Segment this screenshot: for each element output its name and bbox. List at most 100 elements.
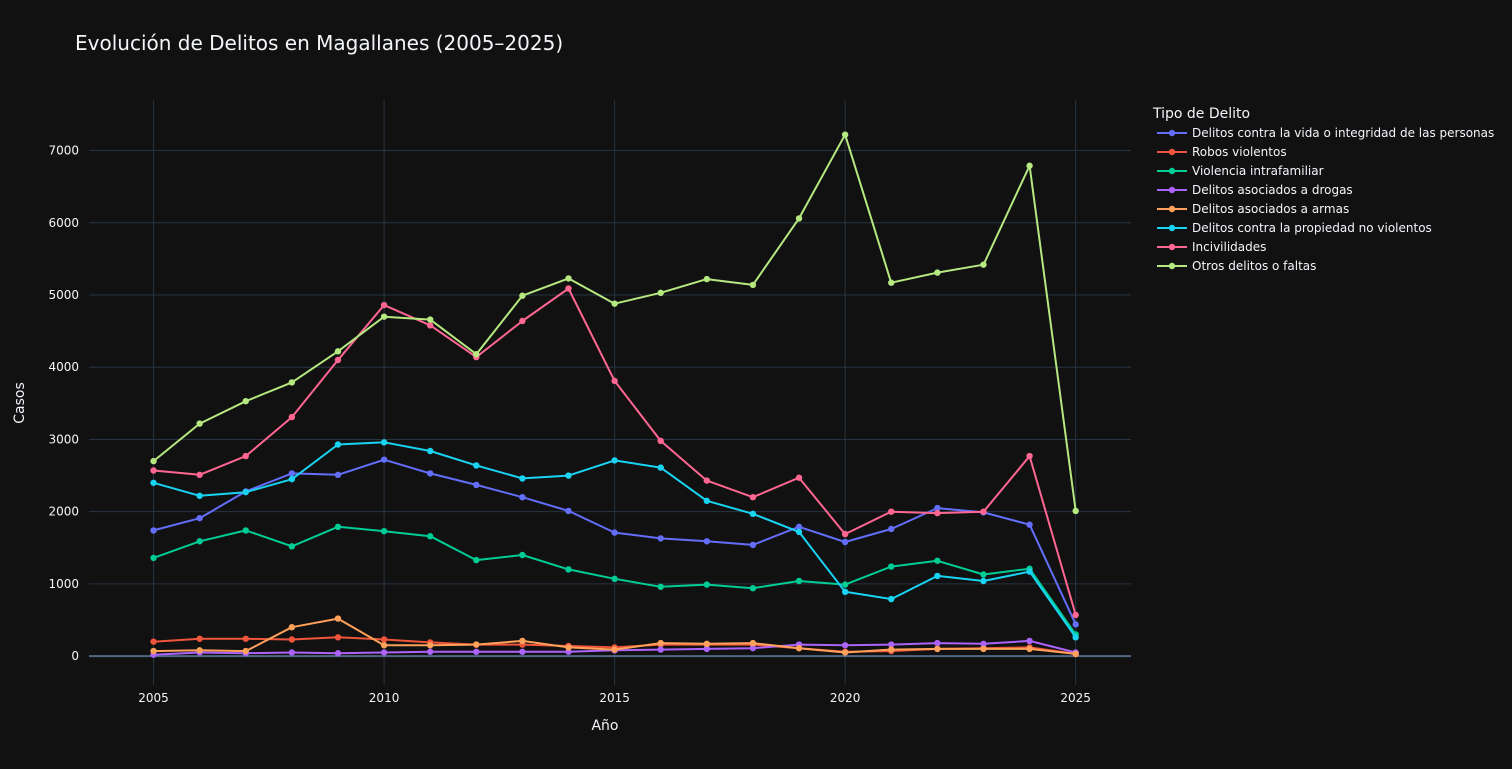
data-point <box>934 557 941 564</box>
data-point <box>334 348 342 355</box>
data-point <box>150 457 157 465</box>
legend-swatch-marker <box>1168 243 1176 251</box>
data-point <box>288 379 296 386</box>
data-point <box>795 528 803 536</box>
chart-title: Evolución de Delitos en Magallanes (2005… <box>75 31 563 55</box>
data-point <box>380 527 388 535</box>
legend-title: Tipo de Delito <box>1152 106 1250 122</box>
data-point <box>242 397 249 405</box>
data-point <box>288 543 296 550</box>
data-point <box>242 452 249 460</box>
y-tick-label: 1000 <box>48 577 79 591</box>
data-point <box>841 131 849 138</box>
data-point <box>196 471 203 479</box>
data-point <box>473 641 480 648</box>
legend-item[interactable]: Delitos contra la propiedad no violentos <box>1157 221 1432 235</box>
data-point <box>888 595 895 603</box>
data-point <box>980 571 987 578</box>
legend-item[interactable]: Violencia intrafamiliar <box>1157 164 1324 178</box>
data-point <box>1026 452 1033 460</box>
data-point <box>242 488 249 496</box>
data-point <box>980 645 987 653</box>
data-point <box>980 577 987 585</box>
legend-item[interactable]: Delitos asociados a armas <box>1157 202 1349 216</box>
data-point <box>380 313 388 320</box>
data-point <box>934 269 941 276</box>
data-point <box>703 538 711 545</box>
data-point <box>380 301 388 309</box>
data-point <box>749 644 757 652</box>
data-point <box>380 439 388 446</box>
y-tick-label: 2000 <box>48 505 79 519</box>
legend-item[interactable]: Delitos contra la vida o integridad de l… <box>1157 126 1494 140</box>
data-point <box>980 640 987 648</box>
data-point <box>934 645 941 653</box>
data-point <box>196 420 203 427</box>
data-point <box>196 492 203 499</box>
data-point <box>1072 611 1079 619</box>
data-point <box>288 649 296 656</box>
data-point <box>749 585 757 592</box>
x-tick-label: 2005 <box>138 691 169 705</box>
legend-item[interactable]: Incivilidades <box>1157 240 1266 254</box>
data-point <box>426 533 434 540</box>
data-point <box>888 525 895 533</box>
data-point <box>288 413 296 421</box>
data-point <box>242 647 249 655</box>
data-point <box>703 497 711 505</box>
data-point <box>196 538 203 545</box>
legend-label: Violencia intrafamiliar <box>1192 164 1324 178</box>
x-tick-label: 2025 <box>1060 691 1091 705</box>
data-point <box>150 647 157 655</box>
data-point <box>196 647 203 654</box>
data-point <box>657 535 664 542</box>
data-point <box>473 481 480 489</box>
data-point <box>426 642 434 649</box>
data-point <box>841 649 849 656</box>
data-point <box>565 644 572 651</box>
data-point <box>1026 568 1033 575</box>
legend-swatch-marker <box>1168 129 1176 137</box>
grid <box>89 100 1131 685</box>
data-point <box>565 472 572 479</box>
data-point <box>657 639 664 647</box>
data-point <box>565 285 572 292</box>
legend-item[interactable]: Robos violentos <box>1157 145 1287 159</box>
data-point <box>380 642 388 649</box>
data-point <box>196 514 203 522</box>
series-5 <box>150 615 1079 658</box>
data-point <box>888 279 895 286</box>
data-point <box>288 475 296 483</box>
data-point <box>611 529 618 536</box>
data-point <box>611 377 618 385</box>
data-point <box>841 530 849 538</box>
legend-label: Delitos asociados a armas <box>1192 202 1349 216</box>
data-point <box>934 639 941 647</box>
data-point <box>150 467 157 474</box>
legend-item[interactable]: Delitos asociados a drogas <box>1157 183 1353 197</box>
data-point <box>888 508 895 515</box>
legend-swatch-marker <box>1168 262 1176 270</box>
y-tick-label: 3000 <box>48 432 79 446</box>
data-point <box>334 615 342 622</box>
data-point <box>795 644 803 652</box>
data-point <box>657 646 664 653</box>
data-point <box>841 581 849 588</box>
data-point <box>1026 162 1033 169</box>
data-point <box>980 261 987 268</box>
data-point <box>657 464 664 471</box>
plot-area <box>150 131 1079 658</box>
data-point <box>749 639 757 647</box>
y-axis-title: Casos <box>12 382 28 424</box>
y-axis-ticks: 0 1000 2000 3000 4000 5000 6000 7000 <box>48 144 79 664</box>
data-point <box>242 527 249 534</box>
data-point <box>334 650 342 657</box>
legend-item[interactable]: Otros delitos o faltas <box>1157 259 1316 273</box>
data-point <box>888 646 895 653</box>
data-point <box>334 634 342 641</box>
data-point <box>934 504 941 512</box>
data-point <box>1072 634 1079 641</box>
data-point <box>934 509 941 517</box>
legend-label: Delitos contra la propiedad no violentos <box>1192 221 1432 235</box>
